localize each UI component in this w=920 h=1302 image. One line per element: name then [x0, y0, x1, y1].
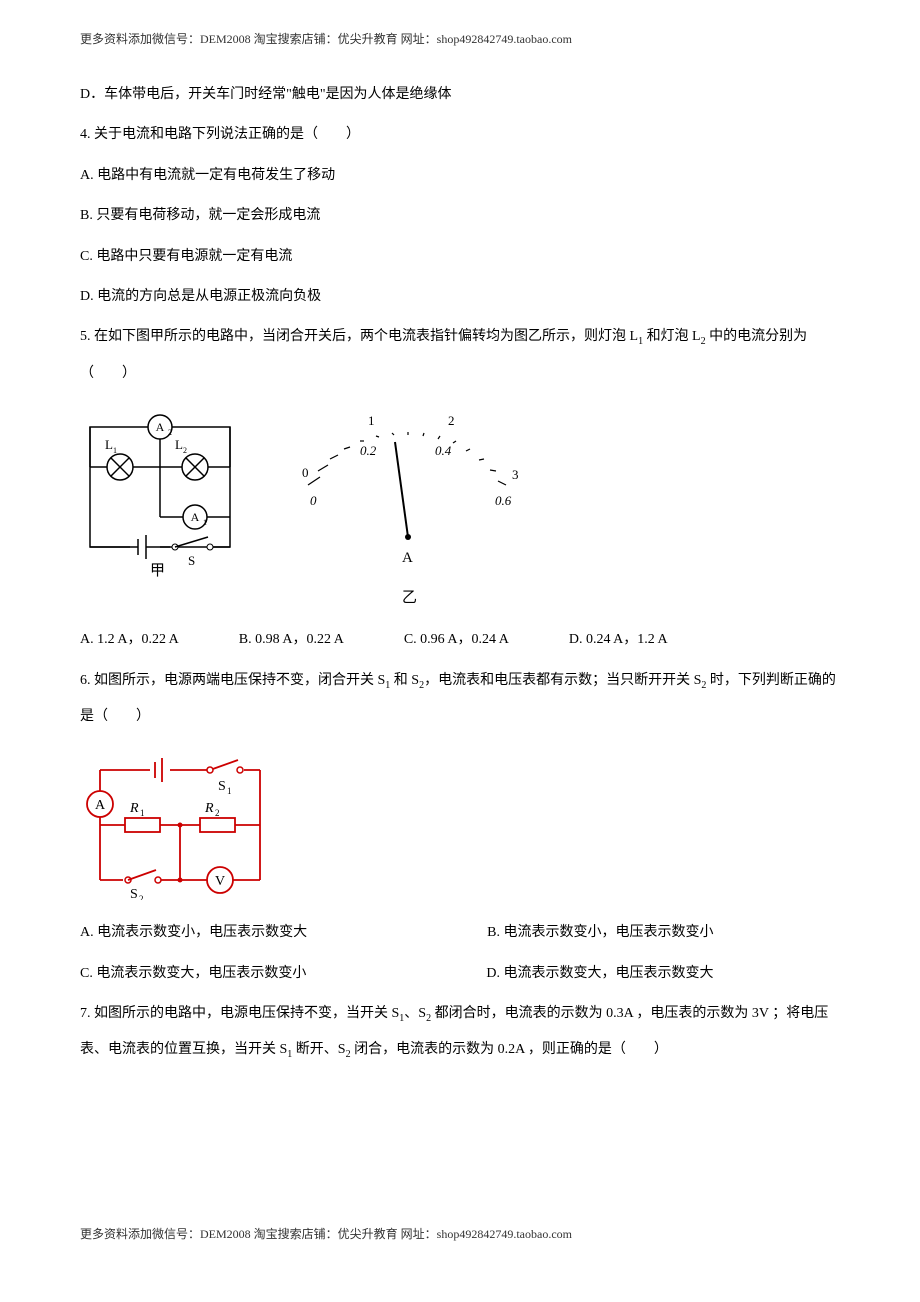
- q3-option-d: D．车体带电后，开关车门时经常"触电"是因为人体是绝缘体: [80, 77, 840, 113]
- circuit-q6: S 1 A R 1 R 2 S 2: [80, 750, 280, 900]
- svg-text:L: L: [175, 437, 183, 452]
- document-content: D．车体带电后，开关车门时经常"触电"是因为人体是绝缘体 4. 关于电流和电路下…: [80, 77, 840, 1069]
- svg-text:1: 1: [203, 518, 207, 527]
- svg-text:R: R: [204, 801, 214, 816]
- q6-option-b: B. 电流表示数变小，电压表示数变小: [487, 915, 713, 951]
- svg-text:0.6: 0.6: [495, 493, 512, 508]
- svg-text:2: 2: [139, 894, 144, 900]
- svg-text:1: 1: [140, 808, 145, 818]
- q6-options-row2: C. 电流表示数变大，电压表示数变小 D. 电流表示数变大，电压表示数变大: [80, 956, 840, 992]
- q5-figures: A 2 L 1 L 2: [80, 407, 840, 607]
- q4-option-c: C. 电路中只要有电源就一定有电流: [80, 239, 840, 275]
- svg-text:0: 0: [302, 465, 309, 480]
- q6-stem: 6. 如图所示，电源两端电压保持不变，闭合开关 S1 和 S2，电流表和电压表都…: [80, 663, 840, 736]
- svg-text:0.4: 0.4: [435, 443, 452, 458]
- q4-option-d: D. 电流的方向总是从电源正极流向负极: [80, 279, 840, 315]
- q6-options-row1: A. 电流表示数变小，电压表示数变大 B. 电流表示数变小，电压表示数变小: [80, 915, 840, 951]
- svg-text:L: L: [105, 437, 113, 452]
- q6-option-d: D. 电流表示数变大，电压表示数变大: [486, 956, 713, 992]
- svg-text:甲: 甲: [150, 563, 165, 577]
- svg-text:2: 2: [448, 413, 455, 428]
- q6-option-a: A. 电流表示数变小，电压表示数变大: [80, 915, 307, 951]
- svg-text:R: R: [129, 801, 139, 816]
- svg-text:S: S: [188, 553, 195, 568]
- svg-text:0.2: 0.2: [360, 443, 377, 458]
- q4-stem: 4. 关于电流和电路下列说法正确的是（ ）: [80, 117, 840, 153]
- q7-stem: 7. 如图所示的电路中，电源电压保持不变，当开关 S1、S2 都闭合时，电流表的…: [80, 996, 840, 1069]
- svg-text:2: 2: [168, 428, 172, 437]
- svg-text:S: S: [130, 887, 138, 900]
- svg-text:乙: 乙: [402, 590, 417, 606]
- svg-text:1: 1: [113, 446, 117, 455]
- q5-stem: 5. 在如下图甲所示的电路中，当闭合开关后，两个电流表指针偏转均为图乙所示，则灯…: [80, 319, 840, 392]
- svg-text:2: 2: [215, 808, 220, 818]
- svg-text:0: 0: [310, 493, 317, 508]
- svg-text:2: 2: [183, 446, 187, 455]
- svg-text:A: A: [95, 798, 106, 813]
- svg-text:V: V: [215, 874, 225, 889]
- q5-options: A. 1.2 A，0.22 A B. 0.98 A，0.22 A C. 0.96…: [80, 622, 840, 658]
- page-header: 更多资料添加微信号：DEM2008 淘宝搜索店铺：优尖升教育 网址：shop49…: [80, 30, 840, 47]
- q5-option-c: C. 0.96 A，0.24 A: [404, 622, 509, 658]
- q5-option-b: B. 0.98 A，0.22 A: [239, 622, 344, 658]
- q5-option-a: A. 1.2 A，0.22 A: [80, 622, 179, 658]
- svg-text:A: A: [402, 550, 413, 566]
- q6-option-c: C. 电流表示数变大，电压表示数变小: [80, 956, 306, 992]
- q4-option-b: B. 只要有电荷移动，就一定会形成电流: [80, 198, 840, 234]
- q5-option-d: D. 0.24 A，1.2 A: [569, 622, 668, 658]
- svg-text:S: S: [218, 779, 226, 794]
- page-footer: 更多资料添加微信号：DEM2008 淘宝搜索店铺：优尖升教育 网址：shop49…: [80, 1225, 572, 1242]
- svg-text:1: 1: [368, 413, 375, 428]
- q4-option-a: A. 电路中有电流就一定有电荷发生了移动: [80, 158, 840, 194]
- svg-text:1: 1: [227, 786, 232, 796]
- svg-text:A: A: [191, 510, 200, 524]
- svg-text:3: 3: [512, 467, 519, 482]
- circuit-jia: A 2 L 1 L 2: [80, 407, 240, 577]
- svg-text:A: A: [156, 420, 165, 434]
- ammeter-yi: 0 1 2 3 0 0.2 0.4 0.6 A 乙: [280, 407, 530, 607]
